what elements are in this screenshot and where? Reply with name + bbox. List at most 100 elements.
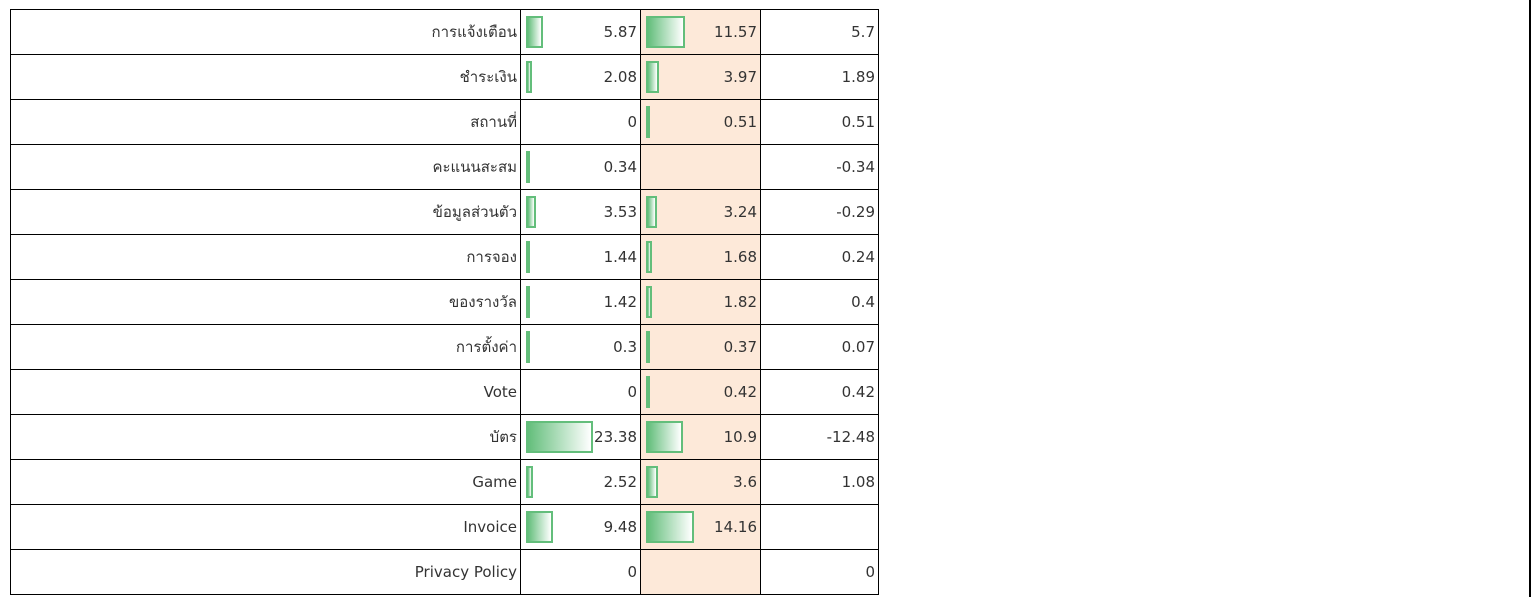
row-label: Privacy Policy: [10, 549, 521, 595]
value-cell: 0: [760, 549, 879, 595]
value-text: 3.6: [733, 473, 757, 491]
row-label: ของรางวัล: [10, 279, 521, 325]
label-text: สถานที่: [470, 113, 517, 131]
data-bar: [646, 106, 650, 138]
data-bar: [526, 16, 543, 48]
data-bar: [646, 196, 657, 228]
value-text: 0.07: [841, 338, 875, 356]
value-text: 0.42: [723, 383, 757, 401]
value-cell: 3.24: [640, 189, 761, 235]
value-text: 0.51: [723, 113, 757, 131]
value-cell: 0: [520, 549, 641, 595]
value-text: 0: [627, 383, 637, 401]
value-cell: 0: [520, 369, 641, 415]
value-text: -0.34: [836, 158, 875, 176]
row-label: ข้อมูลส่วนตัว: [10, 189, 521, 235]
data-bar: [526, 286, 531, 318]
value-cell: 0.37: [640, 324, 761, 370]
value-cell: 0.42: [760, 369, 879, 415]
value-cell: 0.42: [640, 369, 761, 415]
value-cell: 1.82: [640, 279, 761, 325]
data-bar: [646, 331, 650, 363]
value-text: 0.42: [841, 383, 875, 401]
data-bar: [646, 61, 660, 93]
column-border: [1529, 0, 1531, 597]
value-text: 5.87: [603, 23, 637, 41]
label-text: ข้อมูลส่วนตัว: [432, 203, 517, 221]
value-text: 1.68: [723, 248, 757, 266]
value-cell: 2.52: [520, 459, 641, 505]
label-text: ชำระเงิน: [459, 68, 517, 86]
value-text: 0.37: [723, 338, 757, 356]
data-bar: [646, 286, 653, 318]
value-cell: 0.51: [760, 99, 879, 145]
row-label: ชำระเงิน: [10, 54, 521, 100]
value-text: 0: [627, 563, 637, 581]
value-text: -0.29: [836, 203, 875, 221]
value-cell: 0.4: [760, 279, 879, 325]
value-cell: -12.48: [760, 414, 879, 460]
label-text: การตั้งค่า: [455, 338, 517, 356]
data-bar: [526, 466, 534, 498]
label-text: การจอง: [466, 248, 517, 266]
value-cell: 14.16: [640, 504, 761, 550]
value-cell: [640, 549, 761, 595]
value-cell: 10.9: [640, 414, 761, 460]
value-cell: -0.34: [760, 144, 879, 190]
value-cell: 1.08: [760, 459, 879, 505]
value-cell: 1.89: [760, 54, 879, 100]
value-cell: 0: [520, 99, 641, 145]
data-bar: [526, 151, 530, 183]
value-text: 0.4: [851, 293, 875, 311]
value-text: 11.57: [714, 23, 757, 41]
value-cell: 9.48: [520, 504, 641, 550]
value-cell: 3.6: [640, 459, 761, 505]
value-cell: 0.34: [520, 144, 641, 190]
label-text: Invoice: [463, 518, 517, 536]
row-label: Game: [10, 459, 521, 505]
data-bar: [646, 511, 694, 543]
value-text: 2.52: [603, 473, 637, 491]
row-label: การตั้งค่า: [10, 324, 521, 370]
value-text: 0.24: [841, 248, 875, 266]
data-bar: [526, 61, 532, 93]
value-text: 3.97: [723, 68, 757, 86]
data-bar: [646, 466, 659, 498]
value-text: 0.51: [841, 113, 875, 131]
label-text: ของรางวัล: [448, 293, 517, 311]
row-label: Vote: [10, 369, 521, 415]
row-label: Invoice: [10, 504, 521, 550]
label-text: Privacy Policy: [414, 563, 517, 581]
value-cell: 0.3: [520, 324, 641, 370]
data-bar: [646, 16, 686, 48]
value-cell: 1.44: [520, 234, 641, 280]
value-cell: 23.38: [520, 414, 641, 460]
value-cell: [640, 144, 761, 190]
data-bar: [526, 196, 537, 228]
value-text: 0.34: [603, 158, 637, 176]
value-cell: -0.29: [760, 189, 879, 235]
value-text: 14.16: [714, 518, 757, 536]
value-text: 10.9: [723, 428, 757, 446]
value-text: 1.44: [603, 248, 637, 266]
value-text: 5.7: [851, 23, 875, 41]
value-text: 1.08: [841, 473, 875, 491]
value-text: 0: [865, 563, 875, 581]
data-bar: [646, 241, 652, 273]
row-label: สถานที่: [10, 99, 521, 145]
value-text: 9.48: [603, 518, 637, 536]
label-text: Game: [472, 473, 517, 491]
value-text: 1.89: [841, 68, 875, 86]
value-cell: 3.53: [520, 189, 641, 235]
value-text: 3.53: [603, 203, 637, 221]
value-text: -12.48: [826, 428, 875, 446]
data-bar: [526, 331, 530, 363]
value-text: 1.82: [723, 293, 757, 311]
value-text: 2.08: [603, 68, 637, 86]
value-cell: 0.07: [760, 324, 879, 370]
value-cell: 1.68: [640, 234, 761, 280]
value-text: 1.42: [603, 293, 637, 311]
value-cell: 5.7: [760, 9, 879, 55]
value-cell: 5.87: [520, 9, 641, 55]
